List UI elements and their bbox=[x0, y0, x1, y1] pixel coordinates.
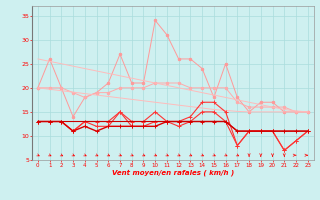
X-axis label: Vent moyen/en rafales ( km/h ): Vent moyen/en rafales ( km/h ) bbox=[112, 170, 234, 176]
